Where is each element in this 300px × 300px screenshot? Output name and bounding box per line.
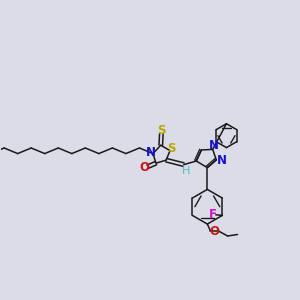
Text: S: S (167, 142, 176, 155)
Text: N: N (209, 139, 219, 152)
Text: O: O (139, 161, 149, 174)
Text: N: N (217, 154, 227, 167)
Text: S: S (157, 124, 166, 137)
Text: N: N (146, 146, 156, 159)
Text: F: F (209, 208, 217, 221)
Text: O: O (209, 225, 219, 238)
Text: H: H (182, 166, 190, 176)
